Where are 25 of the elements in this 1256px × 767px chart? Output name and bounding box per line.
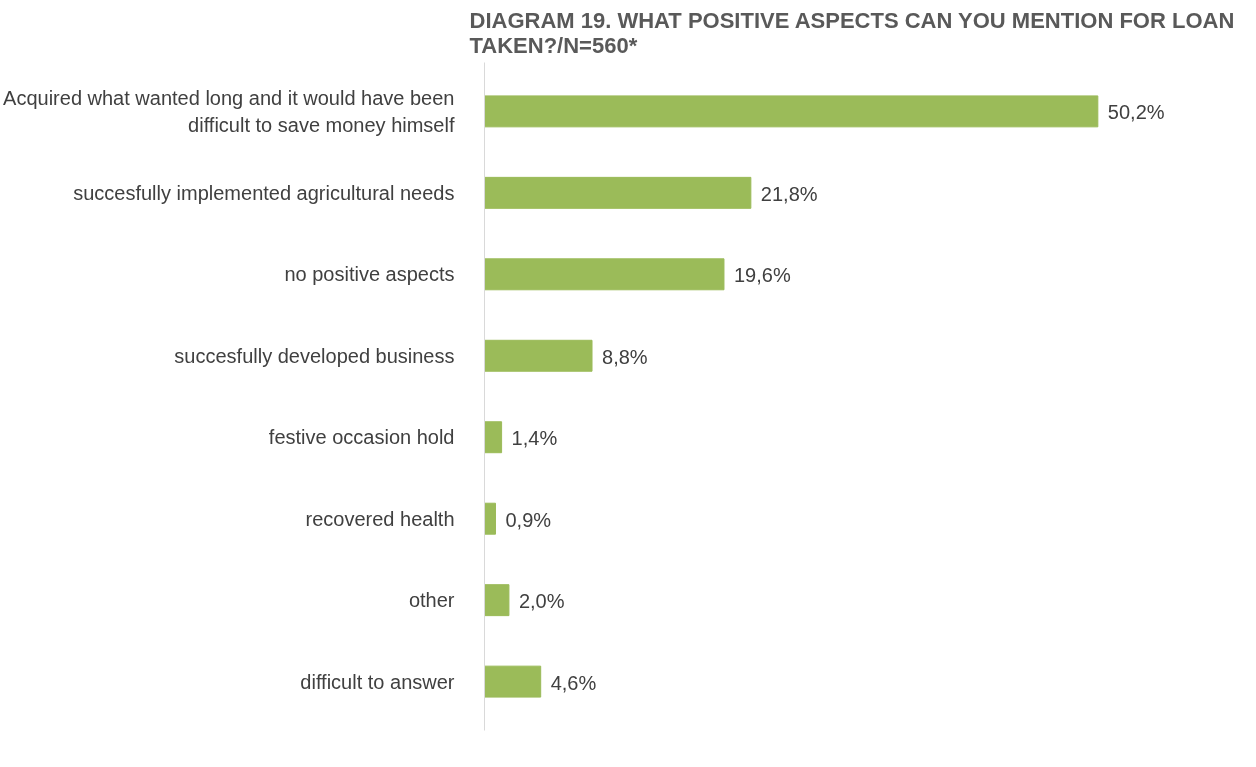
bar <box>484 584 510 617</box>
bar <box>484 665 542 698</box>
y-tick-label: succesfully implemented agricultural needs <box>73 181 455 204</box>
bar <box>484 502 496 535</box>
y-tick-label: difficult to answer <box>300 670 455 693</box>
data-label: 19,6% <box>733 264 791 287</box>
y-tick-label: recovered health <box>305 507 455 530</box>
data-label: 0,9% <box>505 508 552 531</box>
y-tick-label: no positive aspects <box>284 263 455 286</box>
data-label: 4,6% <box>550 671 597 694</box>
bar <box>484 258 725 291</box>
data-label: 50,2% <box>1107 101 1165 124</box>
y-tick-label: succesfully developed business <box>174 344 455 367</box>
data-label: 1,4% <box>511 427 558 450</box>
chart-title: DIAGRAM 19. WHAT POSITIVE ASPECTS CAN YOU MENTION FOR LOAN TAKEN?/N=560* <box>469 7 1235 58</box>
bar <box>484 421 503 454</box>
data-label: 2,0% <box>518 590 565 613</box>
y-tick-label: Acquired what wanted long and it would have been difficult to save money himself <box>3 87 455 136</box>
bar <box>484 95 1099 128</box>
y-tick-label: festive occasion hold <box>268 426 455 449</box>
bar <box>484 339 593 372</box>
data-label: 21,8% <box>760 182 818 205</box>
data-label: 8,8% <box>602 345 648 368</box>
bar <box>484 176 752 209</box>
y-tick-label: other <box>408 589 455 612</box>
